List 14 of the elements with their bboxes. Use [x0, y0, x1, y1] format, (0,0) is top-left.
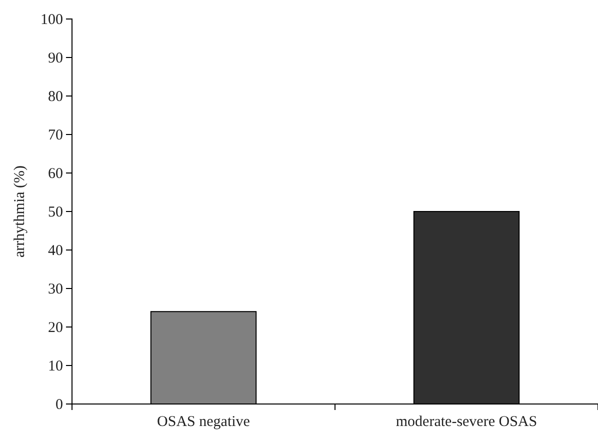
- y-tick-label: 70: [48, 127, 63, 144]
- y-axis-title: arrhythmia (%): [12, 165, 28, 258]
- x-tick-label: moderate-severe OSAS: [396, 414, 538, 430]
- y-tick-label: 90: [48, 50, 63, 66]
- y-tick-label: 0: [56, 396, 63, 413]
- y-tick-label: 20: [48, 320, 63, 336]
- y-tick-label: 50: [48, 204, 63, 220]
- y-tick-label: 80: [48, 88, 63, 105]
- y-tick-label: 60: [48, 166, 63, 182]
- y-tick-label: 40: [48, 242, 63, 259]
- y-tick-label: 10: [48, 358, 63, 374]
- y-tick-label: 100: [40, 12, 63, 28]
- y-tick-label: 30: [48, 281, 63, 298]
- x-tick-label: OSAS negative: [157, 414, 250, 430]
